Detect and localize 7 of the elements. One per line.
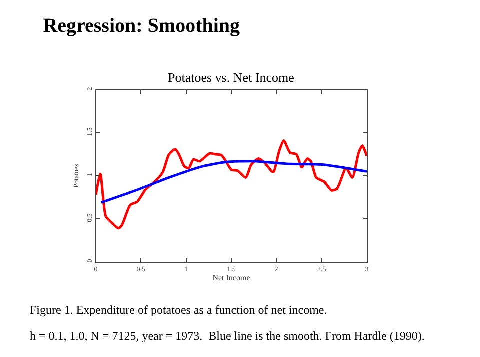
text: h = 0.1, 1.0, N = 7125, year = 1973. Blue line is the smooth. From Hardle (1990). <box>30 329 425 343</box>
line-series <box>96 139 367 230</box>
chart-subtitle: Potatoes vs. Net Income <box>168 70 295 85</box>
line-series <box>100 160 367 204</box>
x-axis-title: Net Income <box>212 274 251 282</box>
caption: Figure 1. Expenditure of potatoes as a function of net income. <box>30 303 328 317</box>
chart-title: Regression: Smoothing <box>43 14 240 37</box>
